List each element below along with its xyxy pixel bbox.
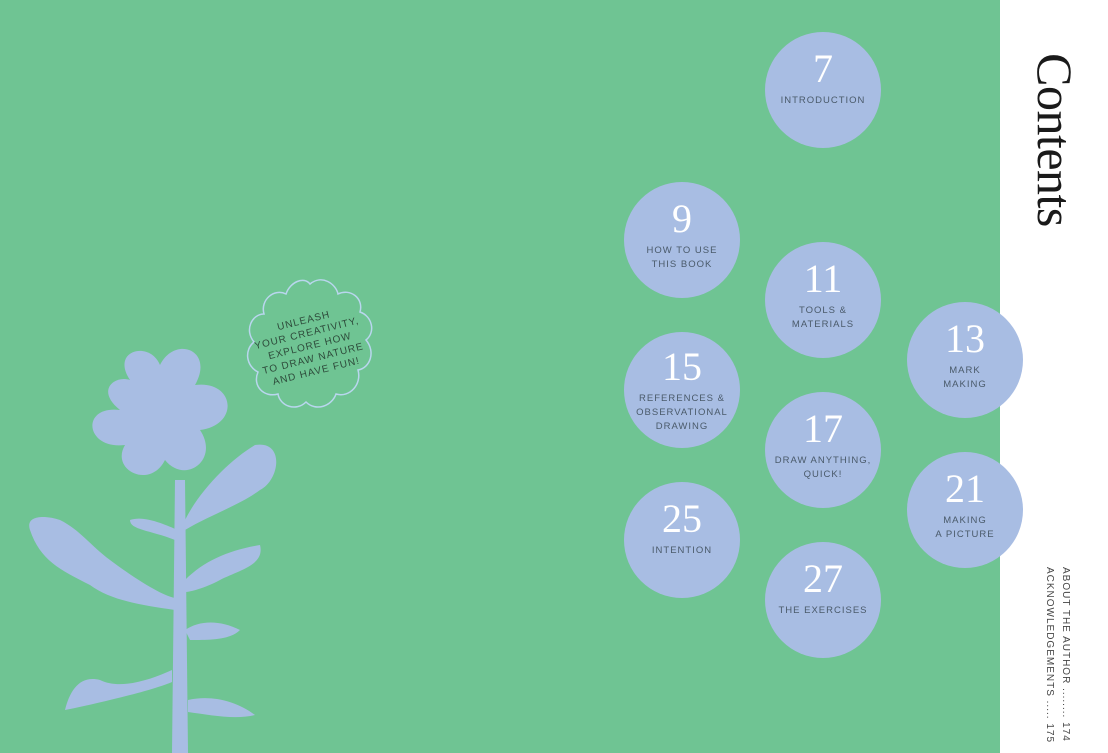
page-number: 27 (803, 556, 843, 601)
chapter-label: MAKING A PICTURE (935, 515, 995, 540)
chapter-the-exercises[interactable]: 27 THE EXERCISES (765, 542, 881, 658)
page-number: 11 (803, 256, 843, 301)
page-number: 9 (672, 196, 692, 241)
chapter-label: HOW TO USE THIS BOOK (646, 245, 718, 270)
callout-badge: UNLEASH YOUR CREATIVITY, EXPLORE HOW TO … (240, 276, 380, 416)
page-number: 17 (803, 406, 843, 451)
chapter-introduction[interactable]: 7 INTRODUCTION (765, 32, 881, 148)
chapter-label: TOOLS & MATERIALS (791, 305, 855, 330)
chapter-intention[interactable]: 25 INTENTION (624, 482, 740, 598)
page-number: 7 (813, 46, 833, 91)
page-number: 13 (945, 316, 985, 361)
back-matter-acknowledgements[interactable]: ACKNOWLEDGEMENTS ..... 175 (1044, 566, 1055, 744)
back-matter-list: ABOUT THE AUTHOR ........ 174 ACKNOWLEDG… (1022, 560, 1092, 750)
scalloped-badge-outline (246, 279, 373, 408)
chapter-label: INTENTION (651, 545, 713, 556)
back-matter-about-author[interactable]: ABOUT THE AUTHOR ........ 174 (1060, 566, 1071, 742)
chapter-label: MARK MAKING (943, 365, 987, 390)
chapter-tools[interactable]: 11 TOOLS & MATERIALS (765, 242, 881, 358)
chapter-references[interactable]: 15 REFERENCES & OBSERVATIONAL DRAWING (624, 332, 740, 448)
page-number: 21 (945, 466, 985, 511)
page-number: 25 (662, 496, 702, 541)
flower-illustration (29, 348, 277, 753)
page-title: Contents (1027, 53, 1083, 227)
page-number: 15 (662, 344, 702, 389)
chapter-label: THE EXERCISES (778, 605, 868, 616)
chapter-draw-anything[interactable]: 17 DRAW ANYTHING, QUICK! (765, 392, 881, 508)
chapter-label: DRAW ANYTHING, QUICK! (774, 455, 872, 480)
chapter-how-to-use[interactable]: 9 HOW TO USE THIS BOOK (624, 182, 740, 298)
chapter-label: REFERENCES & OBSERVATIONAL DRAWING (636, 393, 728, 432)
chapter-label: INTRODUCTION (780, 95, 866, 106)
